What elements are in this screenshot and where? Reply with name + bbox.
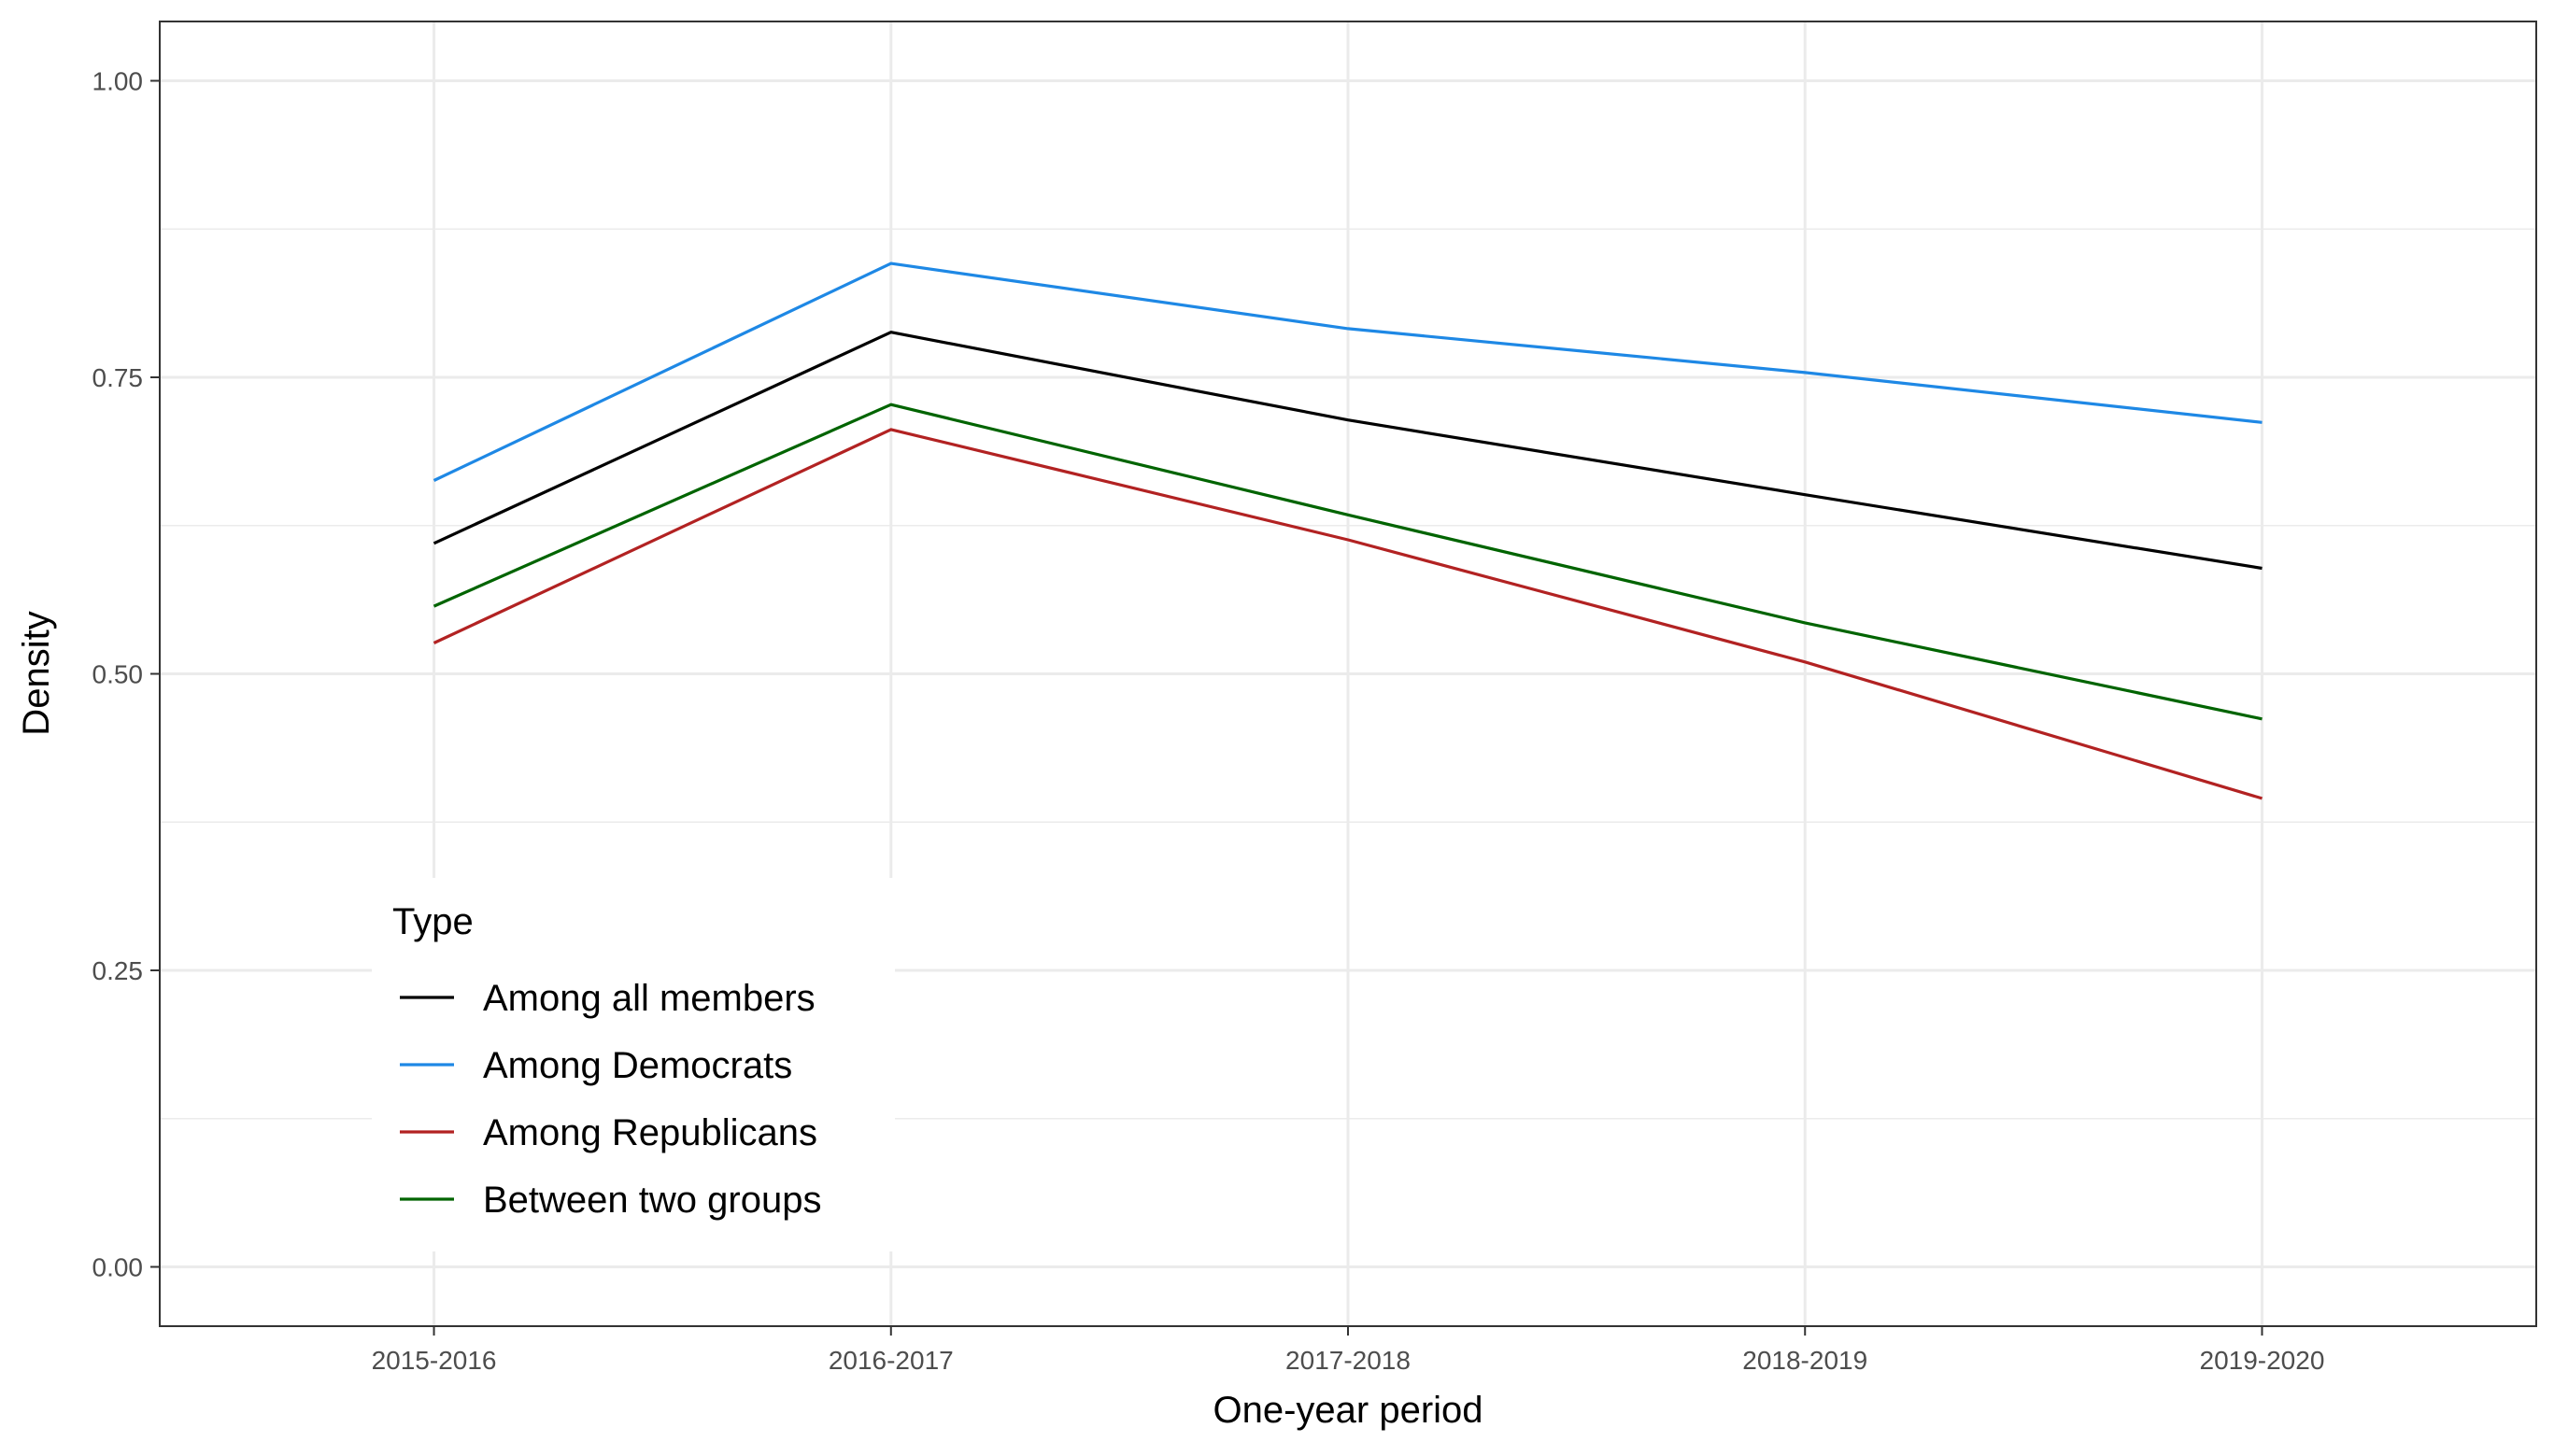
line-chart: Type Among all members Among Democrats Amo… <box>0 0 2554 1456</box>
legend: Type Among all members Among Democrats Amo… <box>372 878 895 1251</box>
y-tick-label: 0.25 <box>92 956 144 985</box>
legend-label: Among Republicans <box>483 1112 817 1153</box>
legend-label: Among all members <box>483 978 816 1019</box>
x-axis-title: One-year period <box>1213 1390 1483 1431</box>
y-tick-label: 1.00 <box>92 67 144 96</box>
y-tick-label: 0.75 <box>92 363 144 392</box>
y-axis-title: Density <box>16 611 57 735</box>
legend-label: Among Democrats <box>483 1045 792 1086</box>
legend-label: Between two groups <box>483 1180 821 1221</box>
y-tick-label: 0.50 <box>92 660 144 689</box>
x-tick-label: 2018-2019 <box>1742 1346 1867 1375</box>
x-tick-label: 2016-2017 <box>829 1346 954 1375</box>
y-axis: 0.00 0.25 0.50 0.75 1.00 <box>92 67 161 1282</box>
y-tick-label: 0.00 <box>92 1253 144 1282</box>
x-tick-label: 2015-2016 <box>372 1346 497 1375</box>
x-axis: 2015-2016 2016-2017 2017-2018 2018-2019 2019… <box>372 1326 2325 1375</box>
legend-title: Type <box>392 901 474 942</box>
x-tick-label: 2019-2020 <box>2200 1346 2325 1375</box>
x-tick-label: 2017-2018 <box>1285 1346 1411 1375</box>
